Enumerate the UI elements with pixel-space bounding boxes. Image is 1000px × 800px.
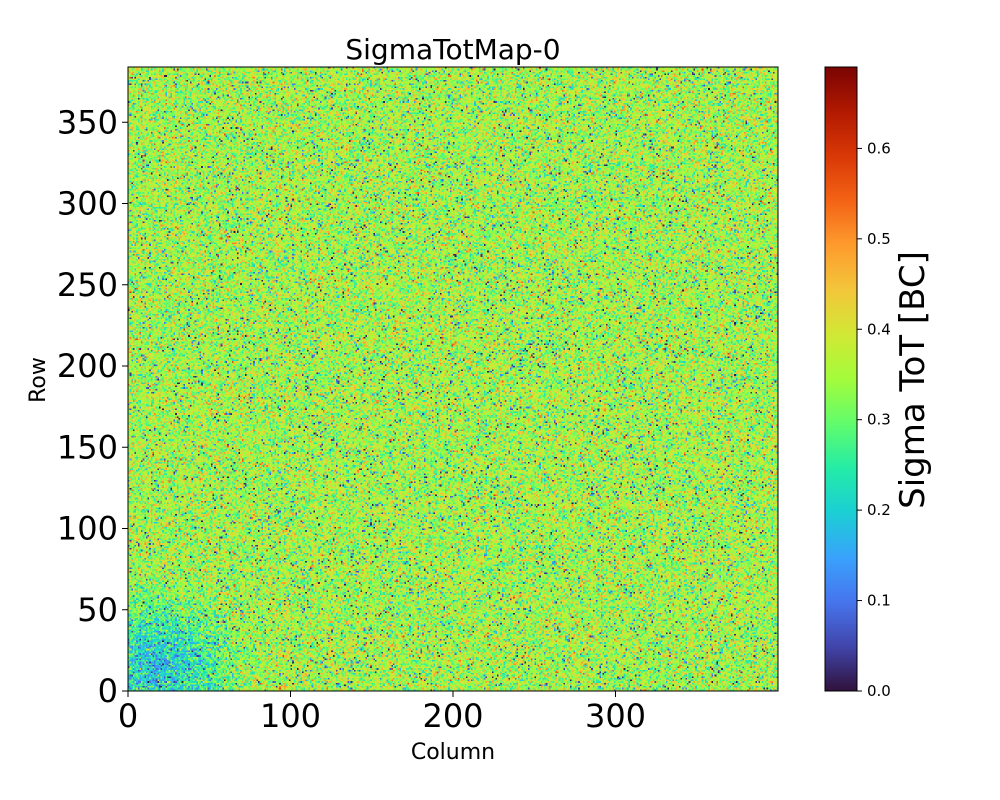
y-tick-label: 350 [57, 103, 118, 141]
x-axis: 0 100 200 300 [118, 691, 646, 735]
y-tick-label: 200 [57, 347, 118, 385]
colorbar-gradient [824, 66, 858, 692]
y-axis-label: Row [26, 357, 51, 403]
x-tick-label: 0 [118, 697, 138, 735]
colorbar-ticks: 0.0 0.1 0.2 0.3 0.4 0.5 0.6 [857, 139, 891, 700]
colorbar-tick-label: 0.3 [867, 411, 891, 429]
colorbar [824, 66, 858, 692]
colorbar-tick-label: 0.5 [867, 230, 891, 248]
colorbar-tick-label: 0.6 [867, 139, 891, 157]
y-tick-label: 50 [77, 591, 118, 629]
y-tick-label: 300 [57, 185, 118, 223]
x-tick-label: 100 [260, 697, 321, 735]
colorbar-tick-label: 0.2 [867, 501, 891, 519]
chart-title: SigmaTotMap-0 [345, 33, 560, 66]
colorbar-tick-label: 0.0 [867, 682, 891, 700]
y-tick-label: 0 [98, 672, 118, 710]
x-tick-label: 200 [422, 697, 483, 735]
y-axis: 0 50 100 150 200 250 300 350 [57, 103, 128, 710]
colorbar-tick-label: 0.4 [867, 320, 891, 338]
y-tick-label: 250 [57, 266, 118, 304]
colorbar-label: Sigma ToT [BC] [893, 251, 933, 509]
heatmap-image [128, 67, 778, 691]
x-axis-label: Column [411, 740, 495, 765]
colorbar-tick-label: 0.1 [867, 592, 891, 610]
x-tick-label: 300 [585, 697, 646, 735]
heatmap-plot-area [127, 66, 779, 692]
y-tick-label: 150 [57, 428, 118, 466]
y-tick-label: 100 [57, 510, 118, 548]
